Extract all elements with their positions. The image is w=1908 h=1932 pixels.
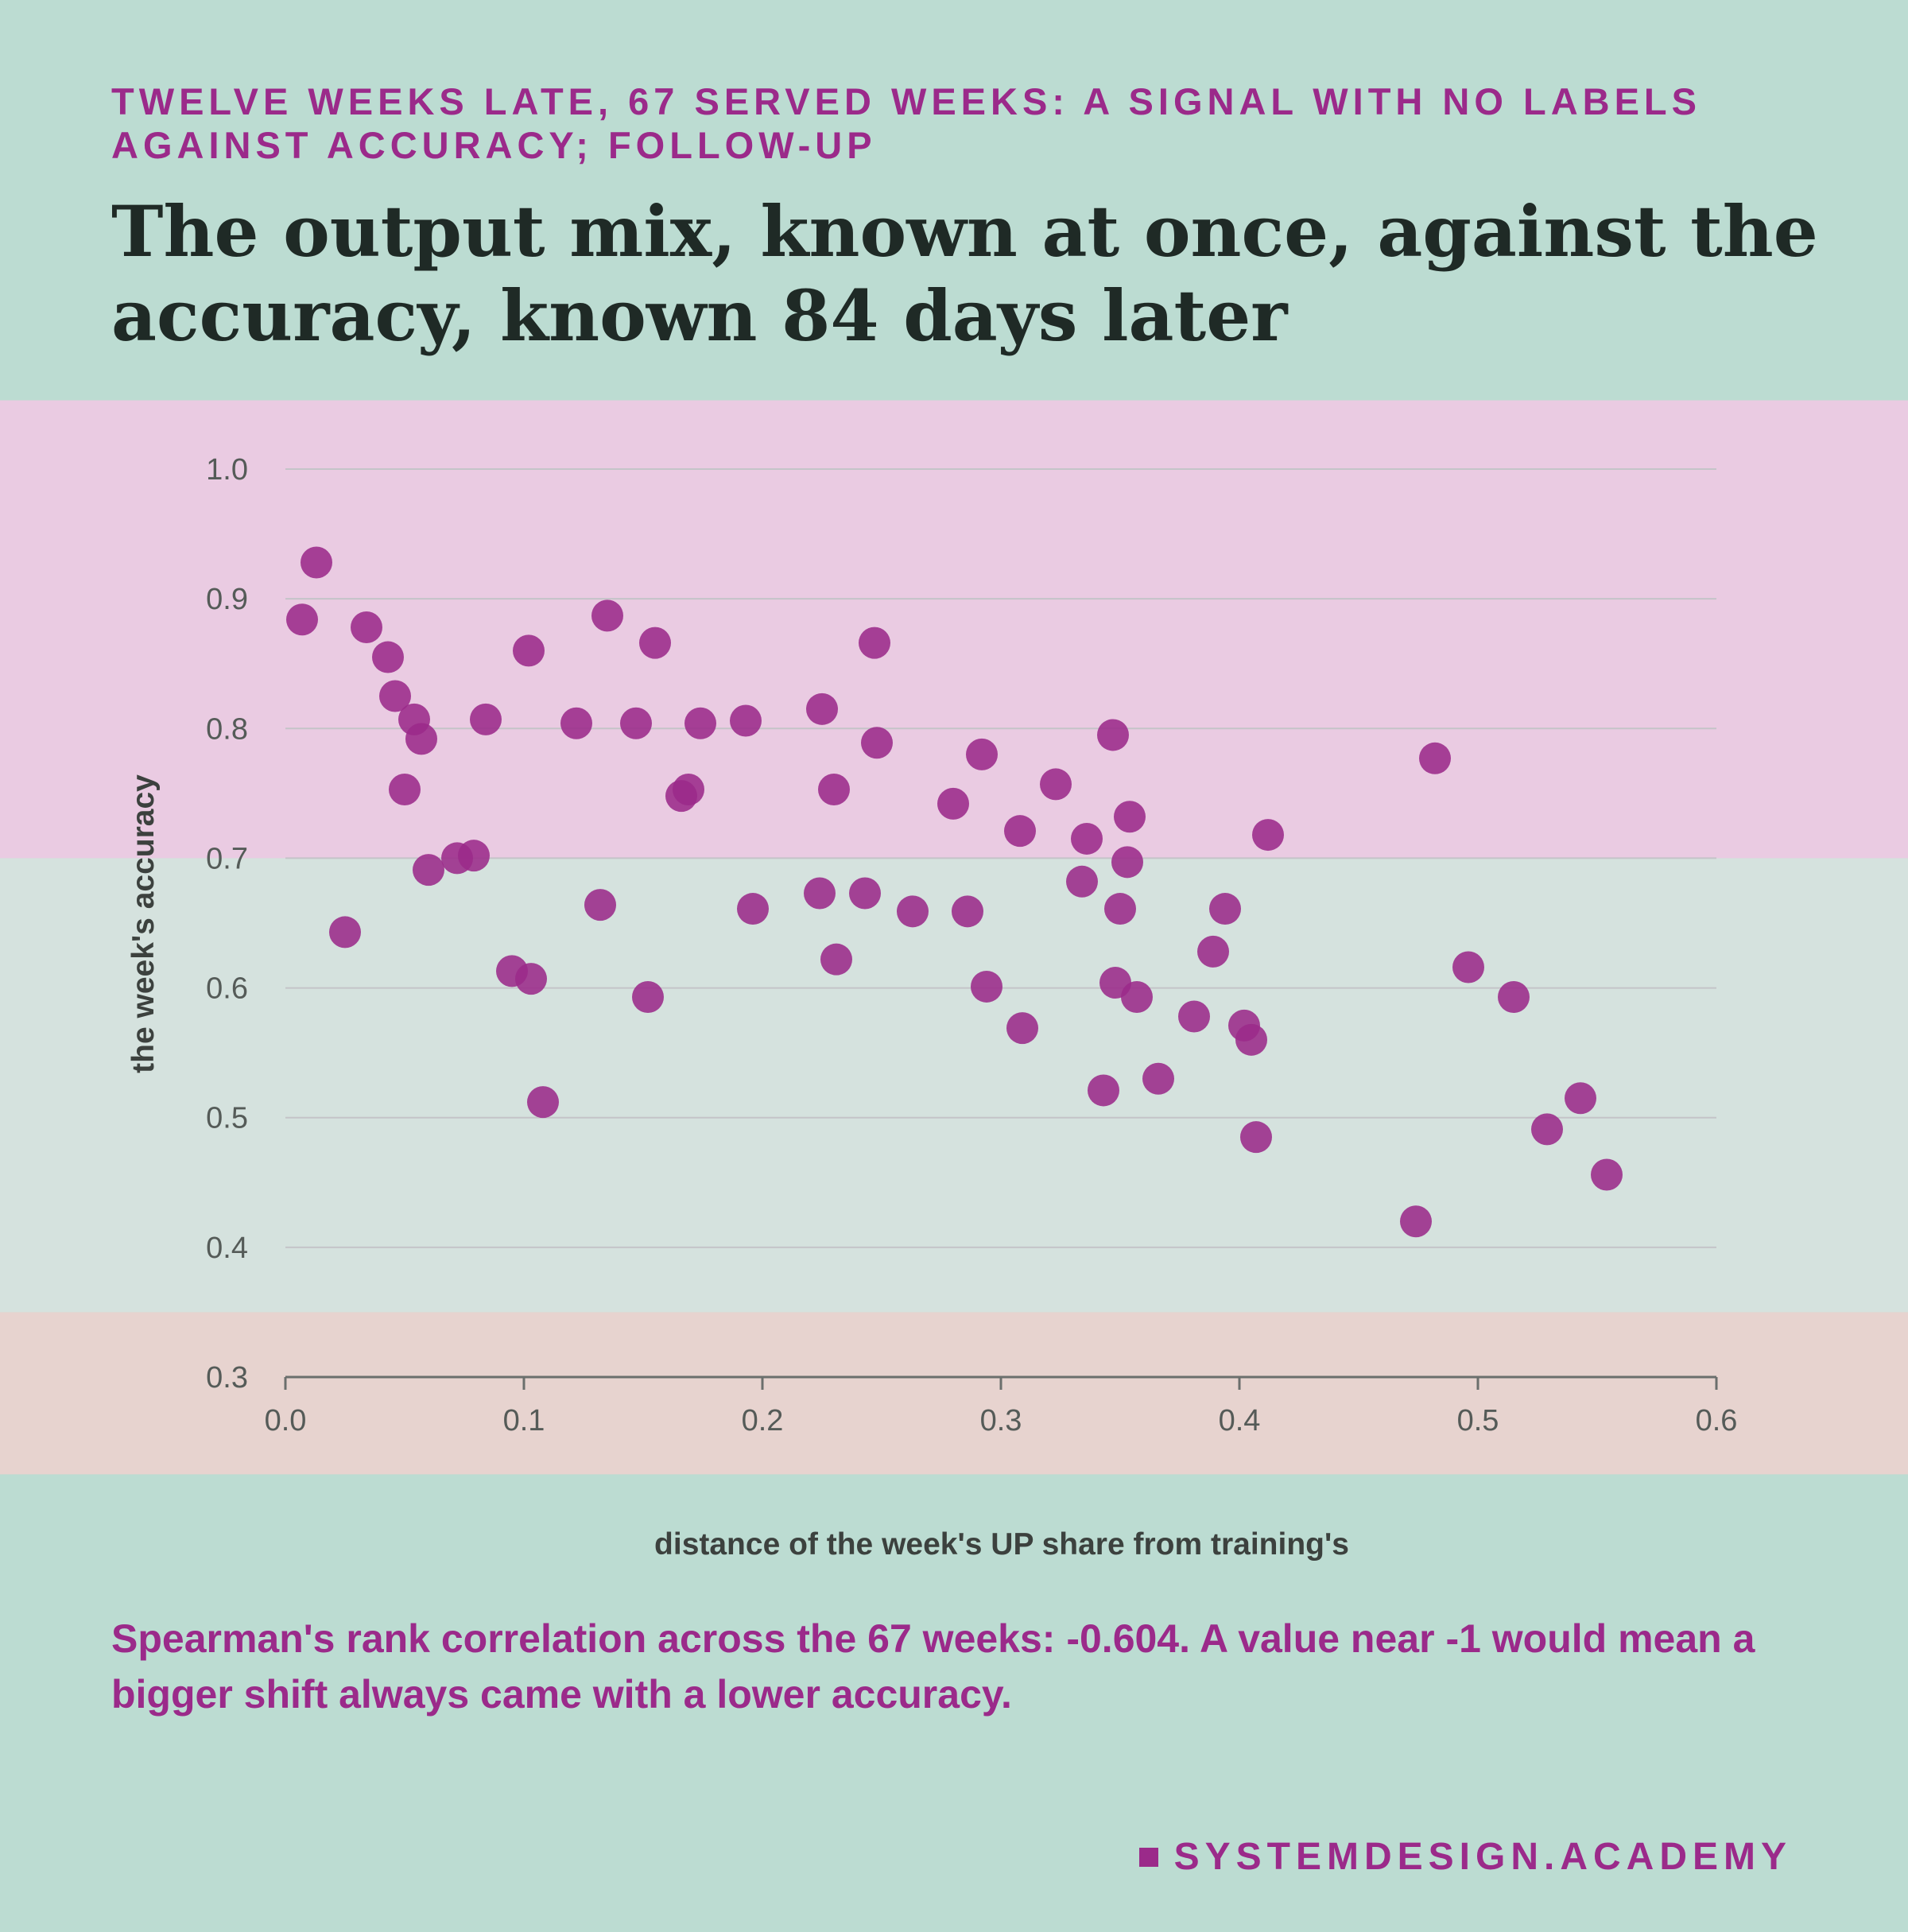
data-point — [351, 611, 382, 644]
brand-footer: SYSTEMDESIGN.ACADEMY — [1138, 1835, 1792, 1879]
correlation-caption: Spearman's rank correlation across the 6… — [111, 1616, 1755, 1717]
data-point — [730, 704, 762, 737]
data-point — [1114, 801, 1146, 833]
y-tick-label: 0.9 — [206, 583, 248, 616]
data-point — [389, 773, 421, 805]
data-point — [527, 1086, 559, 1119]
data-point — [1498, 980, 1530, 1013]
data-point — [1066, 865, 1098, 898]
gridlines — [285, 468, 1716, 1248]
data-point — [329, 916, 361, 949]
x-axis-title: distance of the week's UP share from tra… — [654, 1527, 1349, 1562]
data-point — [301, 546, 332, 579]
x-tick-label: 0.4 — [1219, 1404, 1261, 1437]
data-point — [1400, 1205, 1432, 1238]
data-point — [515, 963, 547, 995]
data-point — [620, 707, 652, 739]
data-point — [591, 599, 623, 632]
x-tick-label: 0.5 — [1457, 1404, 1499, 1437]
data-point — [413, 854, 444, 886]
data-point — [1452, 951, 1484, 983]
axes: 1.0 0.9 0.8 0.7 0.6 0.5 0.4 0.3 0.0 0.1 0.2 0.3 0.4 0… — [206, 453, 1737, 1437]
data-point — [584, 889, 616, 921]
data-point — [937, 787, 969, 820]
data-point — [1040, 768, 1072, 801]
data-point — [639, 627, 671, 659]
data-point — [1419, 742, 1451, 774]
data-point — [1565, 1082, 1596, 1115]
data-point — [379, 680, 411, 712]
band-0 — [0, 400, 1908, 859]
data-point — [818, 773, 850, 805]
data-point — [372, 641, 404, 673]
data-point — [1142, 1062, 1174, 1095]
data-point — [820, 943, 852, 976]
y-tick-label: 0.5 — [206, 1102, 248, 1135]
data-point — [286, 603, 318, 636]
data-point — [1235, 1023, 1267, 1056]
data-point — [458, 840, 490, 872]
data-point — [1004, 815, 1036, 848]
x-tick-label: 0.3 — [980, 1404, 1022, 1437]
data-point — [1111, 846, 1143, 879]
data-point — [1097, 719, 1129, 751]
data-point — [1240, 1121, 1272, 1154]
brand-name: SYSTEMDESIGN.ACADEMY — [1173, 1836, 1792, 1878]
x-tick-label: 0.1 — [503, 1404, 545, 1437]
chart-title: The output mix, known at once, against t… — [111, 190, 1818, 357]
y-tick-label: 0.4 — [206, 1232, 248, 1265]
data-point — [673, 773, 704, 805]
chart-kicker: TWELVE WEEKS LATE, 67 SERVED WEEKS: A SI… — [111, 80, 1701, 166]
data-point — [1252, 819, 1284, 852]
x-tick-label: 0.0 — [265, 1404, 307, 1437]
data-points — [286, 546, 1623, 1238]
y-tick-label: 0.3 — [206, 1361, 248, 1395]
data-point — [1591, 1158, 1623, 1191]
data-point — [952, 895, 983, 928]
y-axis-title: the week's accuracy — [126, 774, 161, 1073]
data-point — [804, 877, 836, 910]
data-point — [849, 877, 881, 910]
data-point — [806, 692, 838, 725]
data-point — [513, 634, 545, 667]
data-point — [859, 627, 890, 659]
band-2 — [0, 1312, 1908, 1475]
x-tick-label: 0.6 — [1696, 1404, 1738, 1437]
data-point — [1178, 1000, 1210, 1033]
data-point — [966, 738, 998, 770]
data-point — [684, 707, 716, 739]
brand-square-icon — [1138, 1847, 1158, 1867]
data-point — [560, 707, 592, 739]
background-bands — [0, 400, 1908, 1475]
data-point — [1531, 1113, 1563, 1146]
data-point — [1104, 893, 1136, 925]
band-1 — [0, 858, 1908, 1313]
data-point — [470, 703, 502, 735]
data-point — [861, 727, 893, 759]
data-point — [1197, 935, 1229, 968]
x-tick-label: 0.2 — [742, 1404, 784, 1437]
y-tick-label: 1.0 — [206, 453, 248, 487]
data-point — [405, 723, 437, 755]
y-tick-label: 0.6 — [206, 972, 248, 1006]
data-point — [971, 970, 1002, 1003]
data-point — [1006, 1012, 1038, 1045]
data-point — [1121, 980, 1153, 1013]
y-tick-label: 0.8 — [206, 712, 248, 746]
y-tick-label: 0.7 — [206, 842, 248, 875]
data-point — [632, 980, 664, 1013]
data-point — [1209, 893, 1241, 925]
data-point — [1071, 822, 1103, 855]
data-point — [1088, 1074, 1119, 1107]
data-point — [897, 895, 929, 928]
data-point — [737, 893, 769, 925]
